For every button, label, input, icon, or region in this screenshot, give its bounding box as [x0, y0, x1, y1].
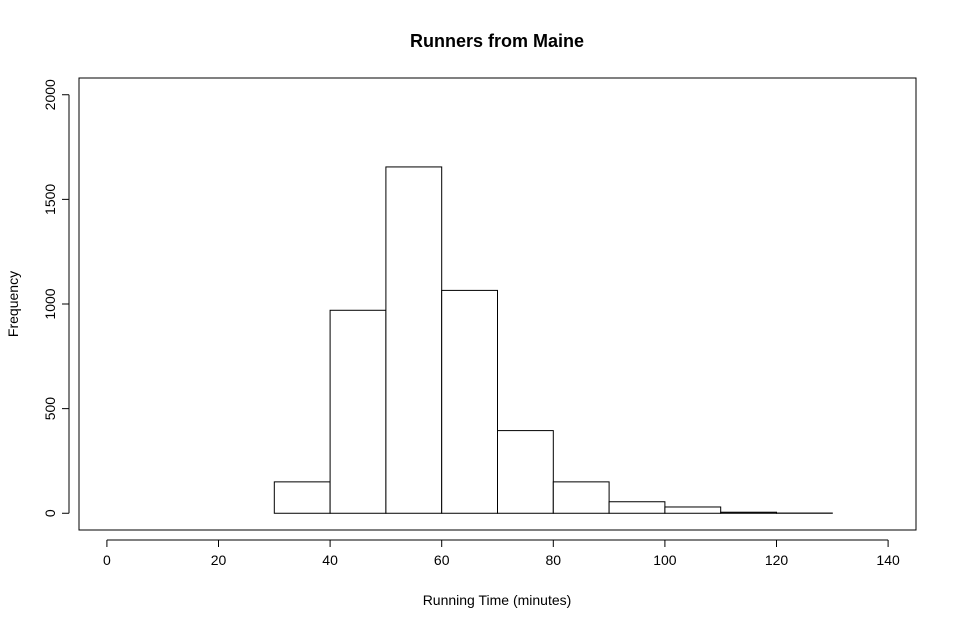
y-tick-label-4: 2000: [42, 79, 58, 110]
x-tick-label-2: 40: [322, 552, 338, 568]
histogram-bar-6: [608, 501, 666, 514]
chart-title: Runners from Maine: [410, 31, 584, 51]
x-tick-label-3: 60: [434, 552, 450, 568]
y-tick-label-3: 1500: [42, 184, 58, 215]
x-axis-title: Running Time (minutes): [423, 592, 572, 608]
x-tick-label-6: 120: [765, 552, 789, 568]
x-tick-label-7: 140: [876, 552, 900, 568]
histogram-bar-4: [497, 430, 554, 514]
histogram-bar-0: [273, 481, 331, 514]
y-axis: 0 500 1000 1500 2000: [42, 79, 70, 517]
x-tick-label-4: 80: [546, 552, 562, 568]
y-tick-label-1: 500: [42, 397, 58, 421]
bars-group: [273, 166, 833, 514]
plot-frame: [78, 77, 917, 531]
histogram-bar-8: [720, 511, 778, 514]
y-axis-title: Frequency: [5, 271, 21, 337]
histogram-bar-5: [552, 481, 610, 514]
x-tick-label-0: 0: [103, 552, 111, 568]
histogram-bar-7: [664, 506, 722, 514]
y-tick-label-2: 1000: [42, 288, 58, 319]
x-tick-label-5: 100: [653, 552, 677, 568]
histogram-bar-1: [329, 309, 387, 514]
y-tick-label-0: 0: [42, 509, 58, 517]
x-tick-label-1: 20: [211, 552, 227, 568]
histogram-bar-3: [441, 289, 499, 514]
x-axis: 0 20 40 60 80 100 120 140: [103, 539, 900, 568]
histogram-bar-2: [385, 166, 443, 514]
